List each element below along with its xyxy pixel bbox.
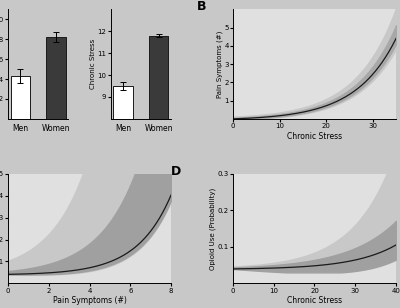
Text: B: B (197, 1, 207, 14)
Bar (11, 76, 30, 119)
Y-axis label: Chronic Stress: Chronic Stress (90, 39, 96, 89)
Bar (46, 37, 66, 119)
Y-axis label: Opioid Use (Probability): Opioid Use (Probability) (210, 187, 216, 270)
Y-axis label: Pain Symptoms (#): Pain Symptoms (#) (216, 30, 223, 98)
Bar (149, 35, 168, 294)
Text: D: D (171, 165, 181, 178)
X-axis label: Pain Symptoms (#): Pain Symptoms (#) (52, 296, 126, 305)
Bar (113, 86, 133, 294)
X-axis label: Chronic Stress: Chronic Stress (287, 296, 342, 305)
X-axis label: Chronic Stress: Chronic Stress (287, 132, 342, 141)
